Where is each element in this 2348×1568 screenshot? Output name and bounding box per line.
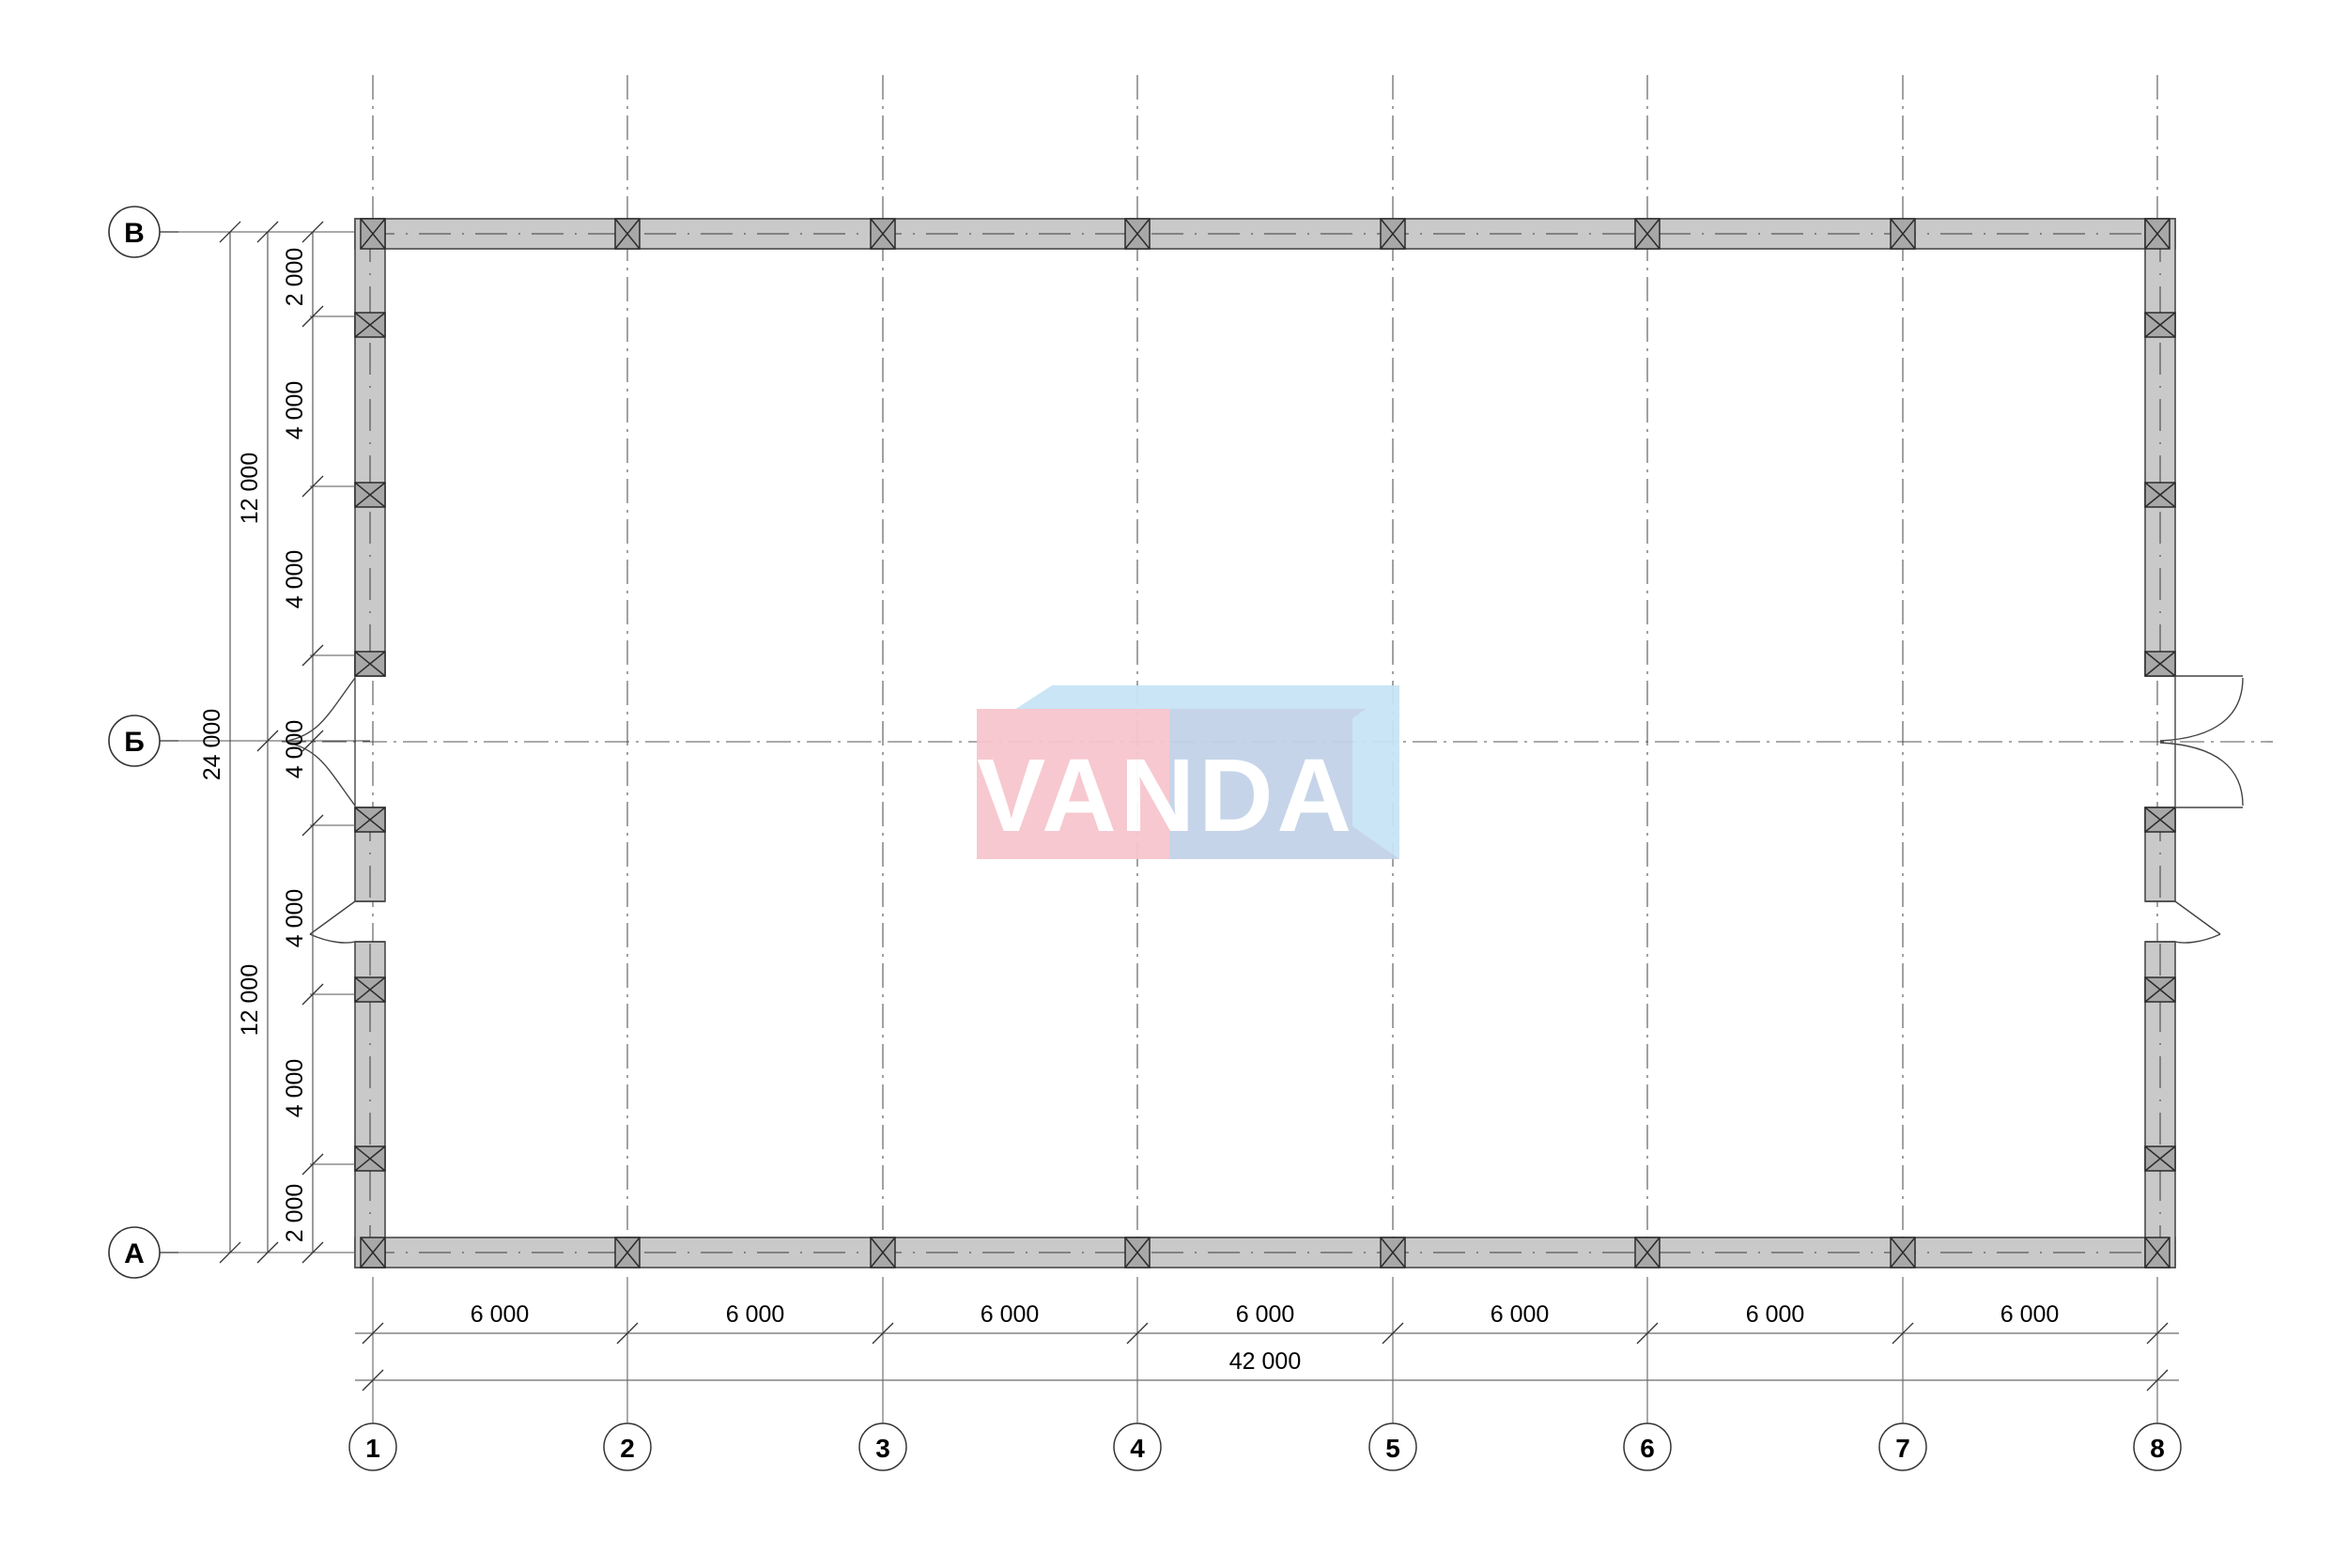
- axis-bubble-4[interactable]: [1113, 1422, 1162, 1471]
- dim-bottom-total: 42 000: [1229, 1348, 1301, 1375]
- dim-bottom-seg-4: 6 000: [1236, 1301, 1295, 1328]
- column: [1890, 218, 1916, 250]
- watermark-cube-side: [1352, 685, 1399, 859]
- dim-left-middle-2: 12 000: [237, 964, 263, 1036]
- column: [614, 1237, 641, 1268]
- dim-left-inner-7: 2 000: [282, 1184, 308, 1243]
- dim-bottom-seg-5: 6 000: [1491, 1301, 1550, 1328]
- axis-label-2: 2: [620, 1434, 635, 1463]
- axis-label-7: 7: [1895, 1434, 1910, 1463]
- watermark-pink-square: [977, 709, 1169, 859]
- letter-axis-markers[interactable]: В Б А: [108, 206, 178, 1279]
- dim-left-inner-3: 4 000: [282, 550, 308, 609]
- axis-marker-2[interactable]: 2: [603, 1422, 652, 1471]
- watermark: VANDA: [977, 685, 1399, 859]
- column: [354, 651, 386, 677]
- openings: [286, 675, 2244, 944]
- axis-marker-3[interactable]: 3: [858, 1422, 907, 1471]
- axis-bubble-8[interactable]: [2133, 1422, 2182, 1471]
- column: [2144, 1237, 2170, 1268]
- axis-label-5: 5: [1385, 1434, 1400, 1463]
- column: [2144, 218, 2170, 250]
- dim-left-inner-4: 4 000: [282, 720, 308, 779]
- column: [1124, 218, 1151, 250]
- left-dimensions: 2 000 4 000 4 000 4 000 4 000 4 000 2 00…: [178, 221, 355, 1264]
- axis-bubble-7[interactable]: [1878, 1422, 1927, 1471]
- dim-bottom-seg-1: 6 000: [471, 1301, 530, 1328]
- dim-left-inner-6: 4 000: [282, 1059, 308, 1118]
- dim-left-middle-1: 12 000: [237, 453, 263, 524]
- axis-marker-4[interactable]: 4: [1113, 1422, 1162, 1471]
- axis-label-1: 1: [365, 1434, 380, 1463]
- column: [2144, 312, 2176, 338]
- column: [1380, 1237, 1406, 1268]
- column-row-bottom: [360, 1237, 2170, 1268]
- column: [1634, 1237, 1661, 1268]
- column: [1634, 218, 1661, 250]
- column: [614, 218, 641, 250]
- column: [870, 218, 896, 250]
- gate-right: [2159, 675, 2244, 808]
- column-col-right: [2144, 312, 2176, 1172]
- axis-marker-A[interactable]: А: [108, 1226, 178, 1279]
- axis-label-3: 3: [875, 1434, 890, 1463]
- column: [1380, 218, 1406, 250]
- axis-bubble-3[interactable]: [858, 1422, 907, 1471]
- column: [2144, 482, 2176, 508]
- column: [354, 482, 386, 508]
- axis-bubble-A[interactable]: [108, 1226, 161, 1279]
- axis-bubble-1[interactable]: [348, 1422, 397, 1471]
- column: [2144, 807, 2176, 833]
- axis-marker-B[interactable]: Б: [108, 715, 178, 767]
- dim-bottom-seg-6: 6 000: [1746, 1301, 1805, 1328]
- column: [360, 218, 386, 250]
- column: [2144, 976, 2176, 1003]
- axis-bubble-6[interactable]: [1623, 1422, 1672, 1471]
- axis-bubble-2[interactable]: [603, 1422, 652, 1471]
- axis-label-6: 6: [1640, 1434, 1655, 1463]
- column: [2144, 1145, 2176, 1172]
- axis-bubble-B[interactable]: [108, 715, 161, 767]
- column-row-top: [360, 218, 2170, 250]
- watermark-text: VANDA: [977, 738, 1355, 853]
- dim-left-outer-1: 24 000: [199, 709, 225, 780]
- column: [870, 1237, 896, 1268]
- dim-left-inner-2: 4 000: [282, 381, 308, 440]
- axis-marker-5[interactable]: 5: [1368, 1422, 1417, 1471]
- axis-marker-7[interactable]: 7: [1878, 1422, 1927, 1471]
- axis-label-V: В: [124, 218, 145, 249]
- door-right-lower: [2145, 900, 2221, 944]
- column: [360, 1237, 386, 1268]
- axis-label-8: 8: [2150, 1434, 2165, 1463]
- column-col-left: [354, 312, 386, 1172]
- axis-label-B: Б: [124, 727, 145, 758]
- door-left-lower: [309, 900, 385, 944]
- columns: [354, 218, 2176, 1268]
- axis-label-A: А: [124, 1238, 145, 1269]
- column: [1890, 1237, 1916, 1268]
- axis-bubble-V[interactable]: [108, 206, 161, 258]
- column: [354, 976, 386, 1003]
- column: [354, 1145, 386, 1172]
- column: [2144, 651, 2176, 677]
- axis-label-4: 4: [1130, 1434, 1145, 1463]
- axis-marker-1[interactable]: 1: [348, 1422, 397, 1471]
- axis-marker-V[interactable]: В: [108, 206, 178, 258]
- axis-bubble-5[interactable]: [1368, 1422, 1417, 1471]
- dim-bottom-seg-3: 6 000: [981, 1301, 1040, 1328]
- bottom-dimensions: 6 000 6 000 6 000 6 000 6 000 6 000 6 00…: [355, 1277, 2179, 1437]
- column: [354, 807, 386, 833]
- dim-left-inner-1: 2 000: [282, 248, 308, 307]
- dim-bottom-seg-2: 6 000: [726, 1301, 785, 1328]
- dim-bottom-seg-7: 6 000: [2000, 1301, 2060, 1328]
- numeric-axis-markers[interactable]: 1 2 3 4 5 6 7 8: [348, 1422, 2182, 1471]
- column: [1124, 1237, 1151, 1268]
- axis-marker-8[interactable]: 8: [2133, 1422, 2182, 1471]
- axis-marker-6[interactable]: 6: [1623, 1422, 1672, 1471]
- column: [354, 312, 386, 338]
- dim-left-inner-5: 4 000: [282, 889, 308, 948]
